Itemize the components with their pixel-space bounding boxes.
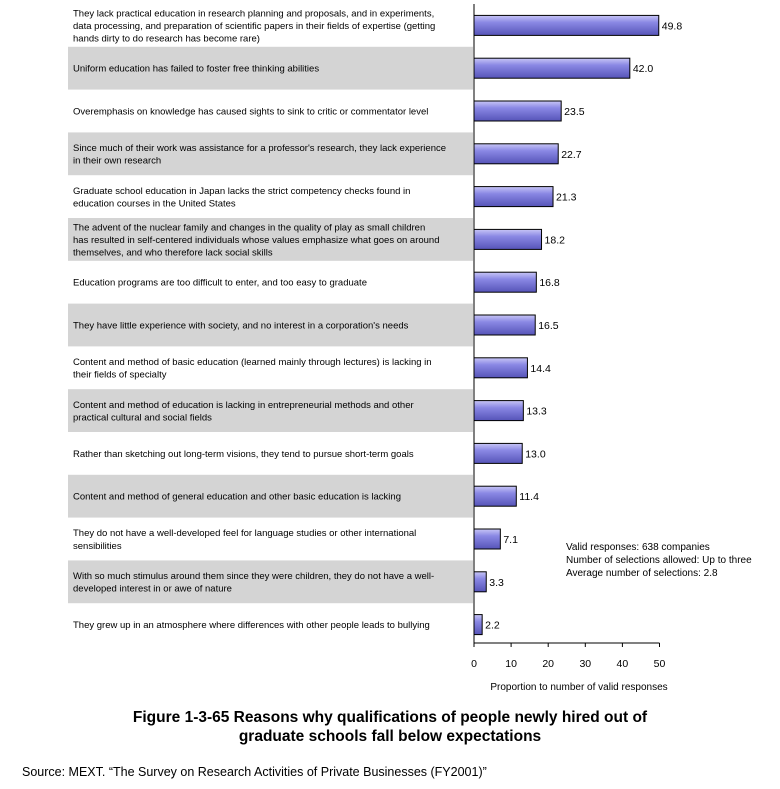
survey-notes: Valid responses: 638 companies Number of…: [566, 541, 752, 580]
x-tick-label: 0: [471, 658, 477, 670]
data-label: 21.3: [556, 192, 577, 204]
category-label: With so much stimulus around them since …: [73, 571, 434, 595]
data-label: 49.8: [662, 20, 683, 32]
note-selections-allowed: Number of selections allowed: Up to thre…: [566, 555, 752, 566]
category-label: They do not have a well-developed feel f…: [73, 528, 416, 552]
bar: [473, 357, 528, 379]
row-shading: [68, 303, 473, 347]
bar: [473, 571, 487, 593]
data-label: 3.3: [489, 577, 504, 589]
category-label: Rather than sketching out long-term visi…: [73, 449, 414, 460]
data-label: 23.5: [564, 106, 585, 118]
category-label: Since much of their work was assistance …: [73, 143, 446, 167]
source-note: Source: MEXT. “The Survey on Research Ac…: [22, 765, 487, 779]
bar: [473, 528, 501, 550]
data-label: 13.0: [525, 448, 546, 460]
row-shading: [68, 474, 473, 518]
category-label: They lack practical education in researc…: [73, 8, 435, 44]
category-label: Content and method of basic education (l…: [73, 357, 432, 381]
row-shading: [68, 218, 473, 261]
category-label: Content and method of education is lacki…: [73, 400, 414, 424]
figure-title-line-2: graduate schools fall below expectations: [238, 728, 542, 745]
data-label: 16.8: [539, 277, 560, 289]
data-label: 42.0: [633, 63, 654, 75]
row-shading: [68, 389, 473, 432]
x-tick-label: 20: [542, 658, 554, 670]
data-label: 7.1: [503, 534, 518, 546]
data-label: 22.7: [561, 149, 582, 161]
x-tick-label: 10: [505, 658, 517, 670]
category-label: Overemphasis on knowledge has caused sig…: [73, 107, 428, 118]
data-label: 14.4: [530, 363, 551, 375]
note-average-selections: Average number of selections: 2.8: [566, 568, 718, 579]
figure-title-line-1: Figure 1-3-65 Reasons why qualifications…: [132, 709, 648, 726]
category-label: Uniform education has failed to foster f…: [73, 64, 319, 75]
row-shading: [68, 560, 473, 604]
bar: [473, 614, 483, 636]
x-tick-label: 50: [654, 658, 666, 670]
row-shading: [68, 132, 473, 176]
category-label: Content and method of general education …: [73, 492, 401, 503]
data-label: 11.4: [519, 491, 539, 503]
row-shading: [68, 46, 473, 90]
bar-chart: They lack practical education in researc…: [68, 4, 683, 670]
row-shading-layer: [68, 46, 473, 604]
category-label: The advent of the nuclear family and cha…: [73, 222, 440, 258]
x-axis-label: Proportion to number of valid responses: [490, 682, 668, 693]
data-label: 13.3: [526, 406, 547, 418]
bar: [473, 143, 559, 165]
bar: [473, 57, 631, 79]
bar: [473, 400, 524, 422]
category-label: Graduate school education in Japan lacks…: [73, 186, 410, 210]
bar: [473, 100, 562, 122]
category-labels: They lack practical education in researc…: [73, 8, 446, 631]
category-label: They grew up in an atmosphere where diff…: [73, 620, 430, 631]
data-label: 18.2: [545, 234, 566, 246]
bar: [473, 485, 517, 507]
bars: 49.8 42.0 23.5 22.7 21.3 18.2 16.8 16.5 14.4 13.3…: [473, 14, 683, 636]
category-label: They have little experience with society…: [73, 321, 409, 332]
figure-title: Figure 1-3-65 Reasons why qualifications…: [0, 708, 780, 746]
x-axis: 0 10 20 30 40 50: [471, 4, 665, 670]
bar: [473, 228, 543, 250]
data-label: 2.2: [485, 620, 500, 632]
data-label: 16.5: [538, 320, 559, 332]
category-label: Education programs are too difficult to …: [73, 278, 367, 289]
note-valid-responses: Valid responses: 638 companies: [566, 542, 710, 553]
bar: [473, 314, 536, 336]
bar: [473, 442, 523, 464]
x-tick-label: 40: [617, 658, 629, 670]
bar: [473, 271, 537, 293]
bar: [473, 186, 554, 208]
bar: [473, 14, 660, 36]
x-tick-label: 30: [579, 658, 591, 670]
